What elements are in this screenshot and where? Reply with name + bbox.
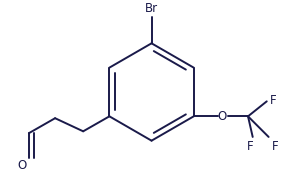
Text: F: F (269, 94, 276, 107)
Text: O: O (18, 159, 27, 172)
Text: F: F (271, 140, 278, 153)
Text: Br: Br (145, 2, 158, 15)
Text: O: O (217, 110, 226, 123)
Text: F: F (246, 140, 253, 153)
